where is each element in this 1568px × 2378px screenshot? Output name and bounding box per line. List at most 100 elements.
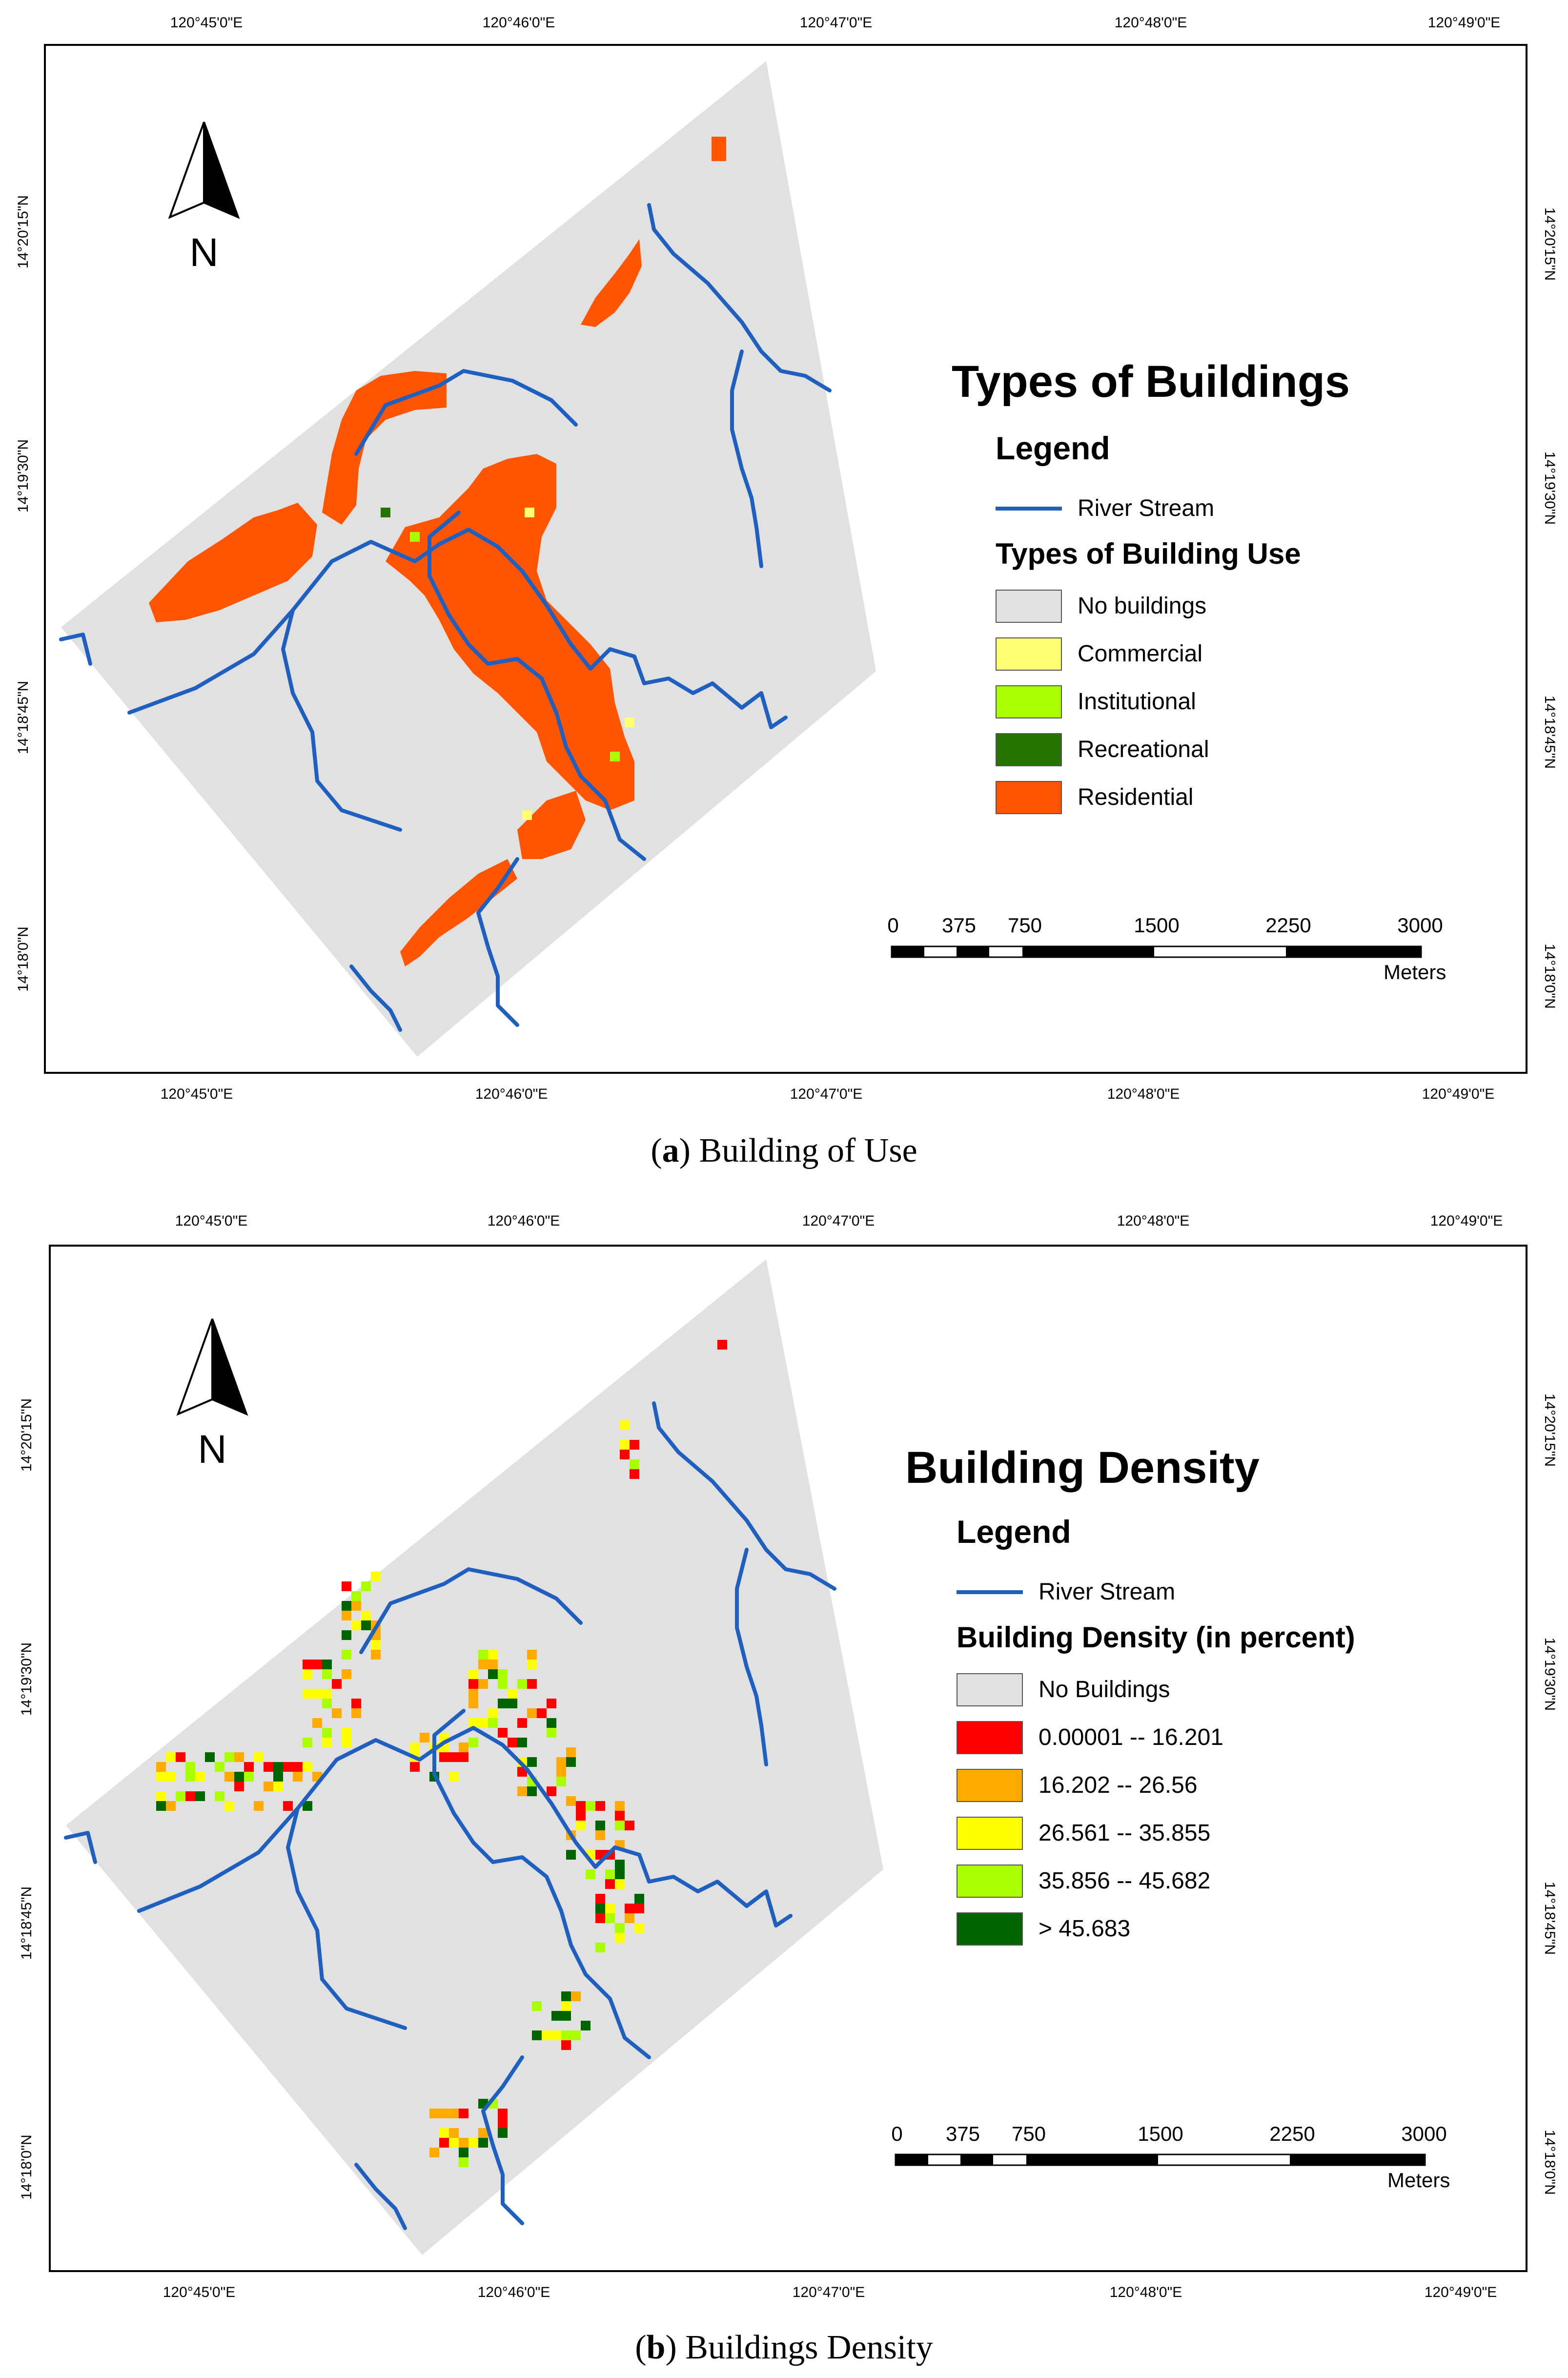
scale-label: 375	[945, 2122, 980, 2145]
scale-label: 1500	[1138, 2122, 1183, 2145]
panel-building-use: 120°45'0"E 120°46'0"E 120°47'0"E 120°48'…	[15, 15, 1558, 1169]
density-cell	[561, 2001, 571, 2011]
river-tributary-s	[476, 857, 519, 1027]
legend-swatch	[957, 1912, 1023, 1946]
lon-label-top: 120°48'0"E	[1117, 1213, 1190, 1229]
institutional-parcel	[410, 532, 420, 542]
commercial-parcel	[625, 718, 634, 727]
density-cell	[215, 1791, 224, 1801]
density-cell	[273, 1782, 283, 1791]
density-cell	[361, 1581, 371, 1591]
density-cell	[449, 2128, 459, 2138]
legend-item: Commercial	[996, 637, 1337, 672]
density-cell	[312, 1718, 322, 1728]
density-cell	[478, 2128, 488, 2138]
density-cell	[244, 1762, 254, 1772]
density-cell	[322, 1728, 332, 1738]
density-cell	[517, 1718, 527, 1728]
scale-bar	[895, 2153, 1426, 2166]
density-cell	[576, 1811, 586, 1821]
density-cell	[429, 2109, 439, 2118]
density-cell	[234, 1772, 244, 1782]
density-cell	[532, 2001, 542, 2011]
density-cell	[595, 1821, 605, 1830]
legend-item: 0.00001 -- 16.201	[957, 1721, 1298, 1755]
density-cell	[547, 1728, 556, 1738]
density-cell	[468, 1679, 478, 1689]
density-cell	[561, 1991, 571, 2001]
density-cell	[351, 1708, 361, 1718]
density-cell	[615, 1860, 625, 1869]
density-cell	[322, 1669, 332, 1679]
density-cell	[615, 1821, 625, 1830]
residential-parcel	[712, 137, 726, 161]
density-cell	[551, 2011, 561, 2021]
density-cell	[361, 1611, 371, 1620]
density-cell	[542, 2030, 551, 2040]
legend-item: Institutional	[996, 685, 1337, 719]
lon-label-top: 120°49'0"E	[1430, 1213, 1503, 1229]
lon-label-bottom: 120°49'0"E	[1424, 2284, 1497, 2300]
density-cell	[303, 1738, 312, 1747]
legend-swatch	[996, 781, 1062, 814]
density-cell	[498, 2118, 508, 2128]
figure-caption: (b) Buildings Density	[635, 2329, 933, 2366]
density-cell	[342, 1738, 351, 1747]
density-cell	[303, 1801, 312, 1811]
density-cell	[195, 1772, 205, 1782]
density-cell	[586, 1869, 595, 1879]
density-cell	[498, 1699, 508, 1708]
legend-item-river: River Stream	[996, 492, 1288, 526]
density-cell	[634, 1894, 644, 1904]
density-cell	[615, 1933, 625, 1943]
lon-label-top: 120°45'0"E	[170, 15, 243, 31]
density-cell	[615, 1869, 625, 1879]
density-cell	[303, 1762, 312, 1772]
river-loop	[428, 511, 646, 861]
river-west	[59, 633, 92, 666]
caption-text: Buildings Density	[676, 2329, 933, 2366]
density-cell	[166, 1801, 176, 1811]
legend-label: No Buildings	[1039, 1677, 1170, 1702]
density-cell	[527, 1708, 537, 1718]
lon-label-bottom: 120°46'0"E	[475, 1086, 548, 1102]
lon-label-bottom: 120°47'0"E	[790, 1086, 863, 1102]
density-cell	[488, 1708, 498, 1718]
density-cell	[273, 1762, 283, 1772]
scale-label: 3000	[1397, 914, 1443, 937]
density-cell	[595, 1913, 605, 1923]
density-cell	[717, 1340, 727, 1350]
density-cell	[342, 1611, 351, 1620]
scale-label: 375	[941, 914, 977, 937]
scale-label: 0	[891, 2122, 903, 2145]
density-cell	[547, 1699, 556, 1708]
legend-label: Commercial	[1078, 641, 1203, 667]
density-cell	[468, 2138, 478, 2148]
density-cell	[322, 1738, 332, 1747]
lon-label-top: 120°47'0"E	[799, 15, 873, 31]
density-cell	[224, 1752, 234, 1762]
legend-heading: Legend	[996, 430, 1110, 466]
density-cell	[410, 1742, 420, 1752]
north-label: N	[189, 230, 218, 275]
density-cell	[351, 1620, 361, 1630]
density-cell	[620, 1420, 630, 1430]
density-cell	[605, 1913, 615, 1923]
density-cell	[605, 1869, 615, 1879]
density-cell	[566, 1850, 576, 1860]
density-cell	[498, 1679, 508, 1689]
residential-cluster-west	[149, 503, 317, 622]
density-cell	[517, 1786, 527, 1796]
density-cell	[215, 1762, 224, 1772]
recreational-parcel	[381, 508, 390, 517]
density-cell	[605, 1904, 615, 1913]
density-cell	[625, 1913, 634, 1923]
scale-label: 750	[1011, 2122, 1046, 2145]
river-main	[137, 1726, 793, 1927]
density-cell	[439, 2128, 449, 2138]
caption-letter: b	[646, 2329, 666, 2366]
density-cell	[576, 1801, 586, 1811]
river-tributary-n	[354, 369, 578, 456]
residential-cluster-northwest	[322, 371, 447, 525]
north-arrow-icon: N	[168, 122, 240, 275]
